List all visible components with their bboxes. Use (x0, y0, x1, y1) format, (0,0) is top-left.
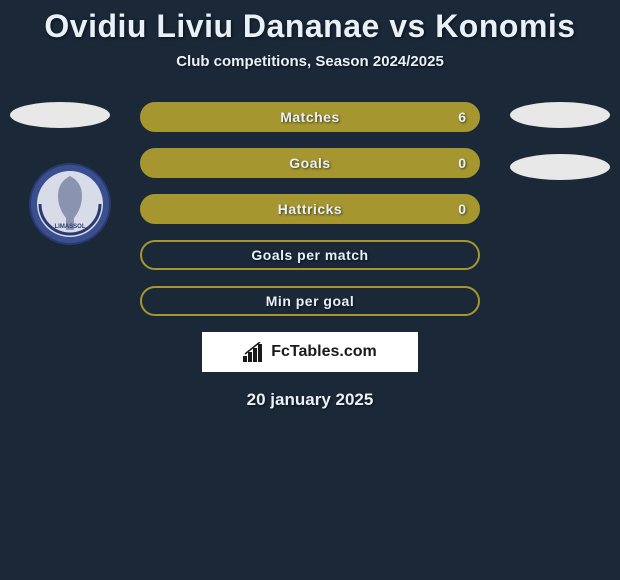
flag-right-icon-2 (510, 154, 610, 180)
chart-icon (243, 342, 265, 362)
stat-row-min-per-goal: Min per goal (140, 286, 480, 316)
stat-label: Matches (280, 109, 340, 125)
branding-text: FcTables.com (271, 343, 377, 361)
stat-label: Goals per match (251, 247, 368, 263)
page-title: Ovidiu Liviu Dananae vs Konomis (0, 8, 620, 45)
branding-badge: FcTables.com (202, 332, 418, 372)
flag-left-icon (10, 102, 110, 128)
stat-value: 0 (458, 201, 466, 217)
stat-row-hattricks: Hattricks 0 (140, 194, 480, 224)
stat-label: Goals (289, 155, 330, 171)
svg-text:LIMASSOL: LIMASSOL (55, 224, 86, 230)
comparison-card: Ovidiu Liviu Dananae vs Konomis Club com… (0, 0, 620, 410)
flag-right-icon (510, 102, 610, 128)
stat-rows: Matches 6 Goals 0 Hattricks 0 Goals per … (140, 102, 480, 316)
stat-row-matches: Matches 6 (140, 102, 480, 132)
stat-label: Hattricks (278, 201, 342, 217)
stats-area: LIMASSOL Matches 6 Goals 0 Hattricks 0 G… (0, 102, 620, 316)
stat-row-goals: Goals 0 (140, 148, 480, 178)
stat-value: 6 (458, 109, 466, 125)
date-text: 20 january 2025 (0, 390, 620, 410)
stat-row-goals-per-match: Goals per match (140, 240, 480, 270)
stat-label: Min per goal (266, 293, 354, 309)
subtitle: Club competitions, Season 2024/2025 (0, 53, 620, 70)
club-crest-icon: LIMASSOL (28, 162, 112, 246)
stat-value: 0 (458, 155, 466, 171)
